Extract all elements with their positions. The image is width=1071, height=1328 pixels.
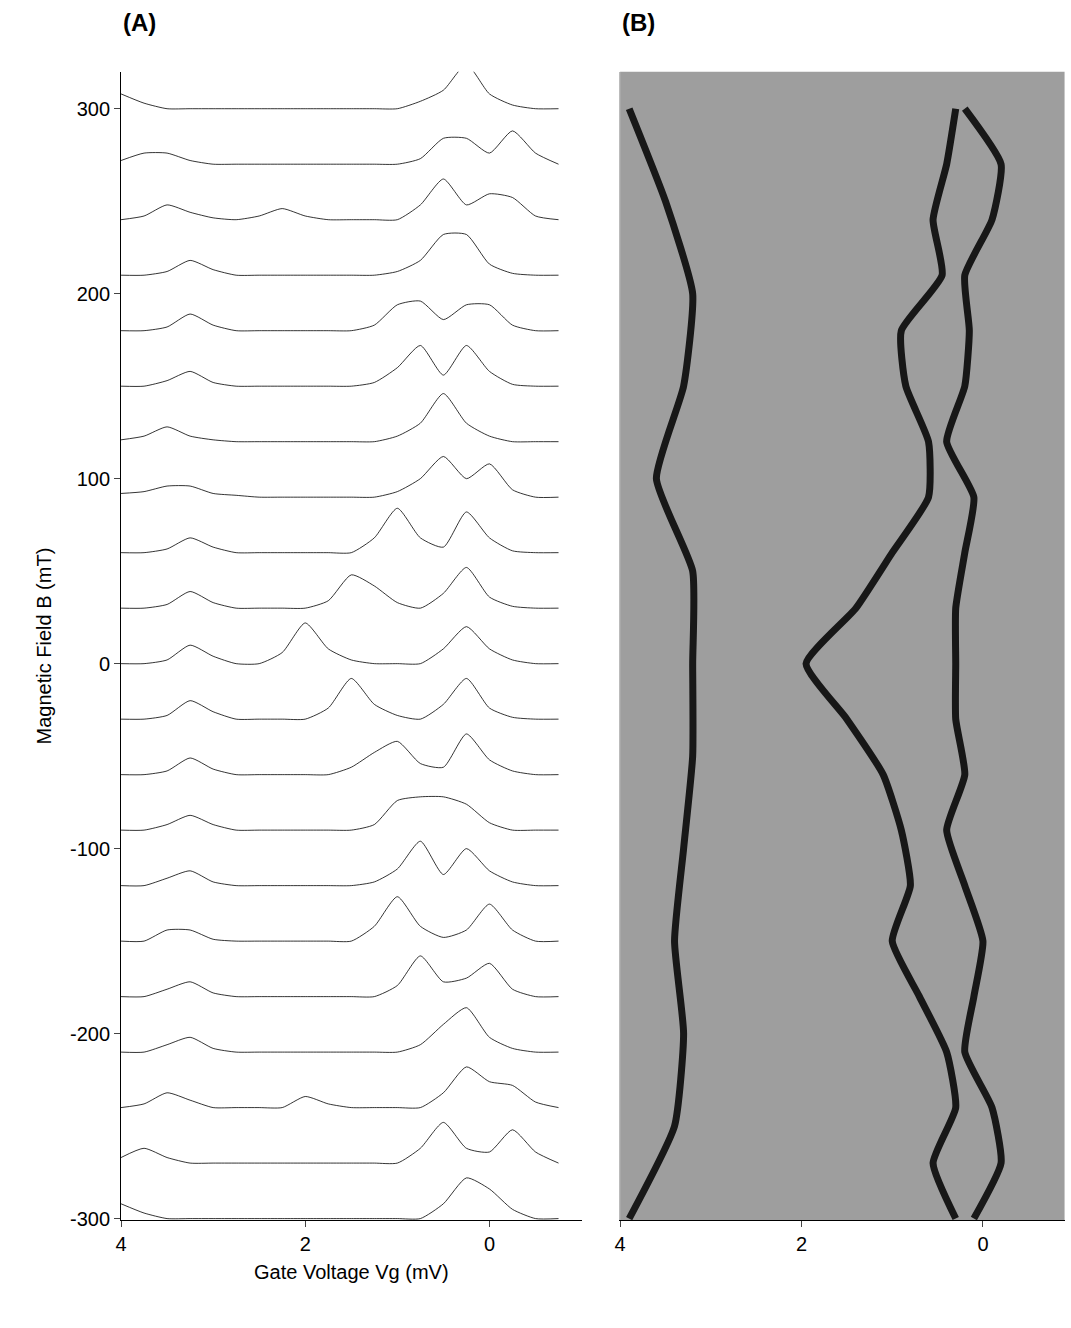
svg-text:200: 200 [77,283,110,305]
svg-text:0: 0 [484,1233,495,1255]
svg-text:0: 0 [99,653,110,675]
svg-text:(A): (A) [123,9,156,36]
svg-text:-300: -300 [70,1208,110,1230]
svg-text:300: 300 [77,98,110,120]
svg-text:-100: -100 [70,838,110,860]
svg-text:2: 2 [300,1233,311,1255]
svg-text:(B): (B) [622,9,655,36]
svg-text:4: 4 [615,1233,626,1255]
svg-text:100: 100 [77,468,110,490]
svg-text:2: 2 [796,1233,807,1255]
svg-text:-200: -200 [70,1023,110,1045]
svg-text:Magnetic Field B (mT): Magnetic Field B (mT) [33,548,55,745]
svg-text:Gate Voltage Vg (mV): Gate Voltage Vg (mV) [254,1261,449,1283]
svg-text:0: 0 [977,1233,988,1255]
svg-text:4: 4 [115,1233,126,1255]
